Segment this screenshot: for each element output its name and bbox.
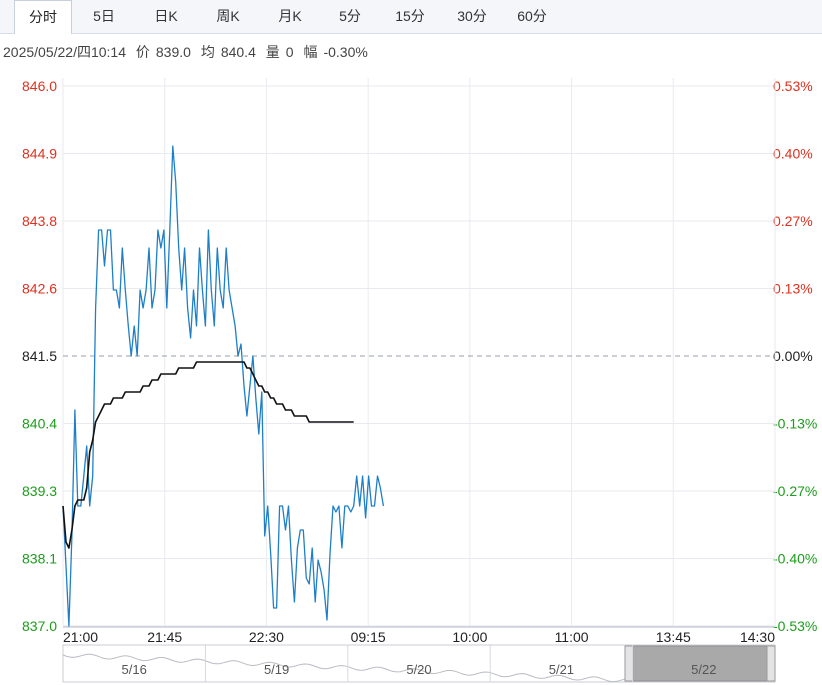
tab-5[interactable]: 5分	[339, 8, 361, 24]
navigator-date-label: 5/22	[691, 662, 716, 677]
navigator-handle-left	[624, 645, 634, 682]
change-label: 幅	[303, 44, 318, 60]
average-price-line	[62, 361, 354, 549]
y-tick-label-left: 838.1	[22, 551, 57, 567]
tab-4[interactable]: 月K	[278, 8, 302, 24]
change-value: -0.30%	[323, 44, 368, 60]
y-tick-label-right: -0.13%	[773, 416, 817, 432]
y-tick-label-right: 0.27%	[773, 213, 813, 229]
navigator-date-label: 5/19	[264, 662, 289, 677]
y-tick-label-right: 0.53%	[773, 78, 813, 94]
y-tick-label-left: 837.0	[22, 618, 57, 634]
x-tick-label: 11:00	[555, 629, 589, 645]
price-line	[62, 145, 385, 627]
tab-8[interactable]: 60分	[517, 8, 547, 24]
y-tick-label-left: 841.5	[22, 348, 57, 364]
tab-3[interactable]: 周K	[216, 8, 240, 24]
avg-label: 均	[200, 44, 215, 60]
navigator-date-label: 5/20	[406, 662, 431, 677]
volume-label: 量	[265, 44, 280, 60]
avg-value: 840.4	[220, 44, 256, 60]
y-tick-label-right: -0.53%	[773, 618, 817, 634]
price-label: 价	[135, 44, 150, 60]
y-tick-label-left: 843.8	[22, 213, 57, 229]
tab-6[interactable]: 15分	[395, 8, 425, 24]
y-tick-label-right: -0.40%	[773, 551, 817, 567]
tab-7[interactable]: 30分	[457, 8, 487, 24]
x-tick-label: 13:45	[656, 629, 691, 645]
tab-2[interactable]: 日K	[154, 8, 178, 24]
navigator-selection	[632, 645, 768, 682]
x-tick-label: 21:45	[147, 629, 182, 645]
quote-datetime: 2025/05/22/四10:14	[3, 44, 126, 60]
navigator-handle-right	[766, 645, 776, 682]
x-tick-label: 09:15	[351, 629, 386, 645]
navigator-date-label: 5/21	[549, 662, 574, 677]
y-tick-label-left: 842.6	[22, 281, 57, 297]
y-tick-label-right: -0.27%	[773, 483, 817, 499]
y-tick-label-right: 0.00%	[773, 348, 813, 364]
x-tick-label: 10:00	[452, 629, 487, 645]
tab-1[interactable]: 5日	[93, 8, 115, 24]
x-tick-label: 21:00	[63, 629, 98, 645]
x-tick-label: 14:30	[740, 629, 775, 645]
y-tick-label-right: 0.40%	[773, 146, 813, 162]
navigator-date-label: 5/16	[122, 662, 147, 677]
y-tick-label-left: 839.3	[22, 483, 57, 499]
y-tick-label-left: 840.4	[22, 416, 57, 432]
x-tick-label: 22:30	[249, 629, 284, 645]
period-tab-bar: 分时 5日 日K 周K 月K 5分 15分 30分 60分	[0, 0, 822, 35]
navigator-trend	[62, 653, 626, 683]
y-tick-label-left: 844.9	[22, 146, 57, 162]
volume-value: 0	[285, 44, 294, 60]
price-value: 839.0	[155, 44, 191, 60]
y-tick-label-right: 0.13%	[773, 281, 813, 297]
tab-0[interactable]: 分时	[14, 0, 72, 35]
y-tick-label-left: 846.0	[22, 78, 57, 94]
